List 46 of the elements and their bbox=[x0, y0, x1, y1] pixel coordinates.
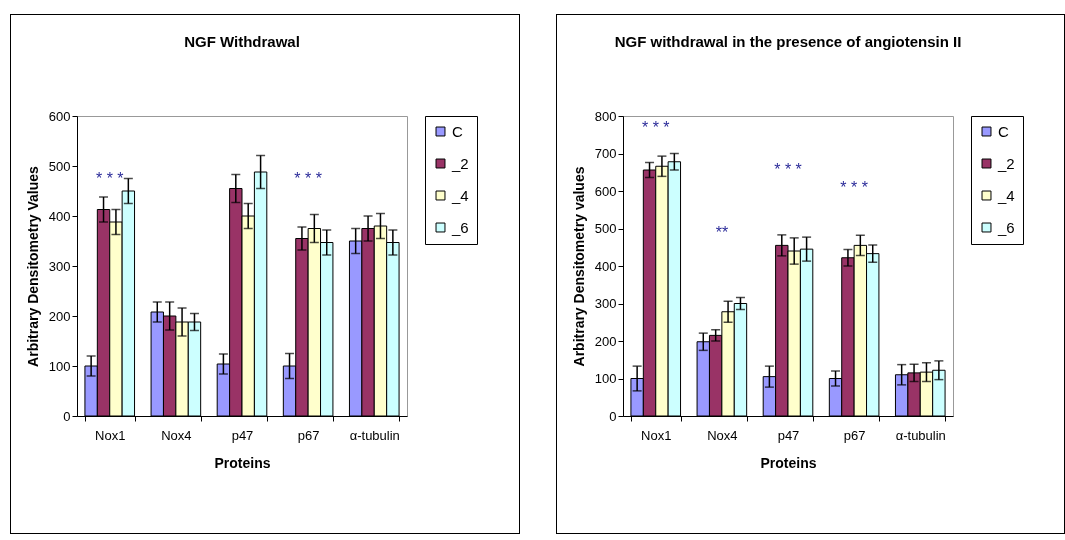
x-tick-label: α-tubulin bbox=[895, 427, 946, 443]
annotation: * * * bbox=[95, 170, 124, 187]
annotation: * * * bbox=[773, 161, 802, 178]
legend-label: _2 bbox=[996, 154, 1015, 172]
chart-title: NGF withdrawal in the presence of angiotensin II bbox=[614, 33, 961, 50]
y-tick-label: 200 bbox=[594, 333, 616, 349]
legend-label: _6 bbox=[451, 218, 469, 236]
y-tick-label: 200 bbox=[48, 308, 71, 324]
y-axis-title: Arbitrary Densitometry values bbox=[570, 166, 587, 367]
x-tick-label: p47 bbox=[231, 427, 254, 443]
y-tick-label: 100 bbox=[594, 371, 616, 386]
y-tick-label: 100 bbox=[48, 358, 71, 374]
y-tick-label: 300 bbox=[48, 258, 71, 274]
y-tick-label: 600 bbox=[594, 183, 616, 199]
x-axis-title: Proteins bbox=[214, 454, 271, 471]
y-tick-label: 300 bbox=[594, 296, 616, 311]
legend-label: _2 bbox=[451, 154, 469, 172]
x-tick-label: Nox1 bbox=[95, 427, 126, 443]
legend-label: C bbox=[452, 122, 463, 140]
legend-label: C bbox=[997, 122, 1009, 140]
x-tick-label: Nox4 bbox=[706, 427, 738, 443]
y-tick-label: 700 bbox=[594, 146, 616, 161]
annotation: * * * bbox=[294, 170, 322, 187]
annotation: * * * bbox=[641, 119, 670, 136]
x-tick-label: p47 bbox=[777, 427, 799, 443]
y-tick-label: 400 bbox=[594, 258, 616, 274]
legend-label: _6 bbox=[996, 218, 1015, 236]
x-tick-label: α-tubulin bbox=[349, 427, 400, 443]
y-tick-label: 500 bbox=[48, 158, 71, 174]
x-tick-label: p67 bbox=[843, 427, 865, 443]
y-tick-label: 800 bbox=[594, 108, 616, 124]
x-tick-label: p67 bbox=[297, 427, 320, 443]
annotation: * * * bbox=[839, 179, 868, 196]
y-tick-label: 400 bbox=[48, 208, 71, 224]
annotation: ** bbox=[715, 224, 728, 241]
y-tick-label: 0 bbox=[608, 408, 616, 424]
x-tick-label: Nox4 bbox=[161, 427, 192, 443]
y-tick-label: 500 bbox=[594, 221, 616, 236]
x-axis-title: Proteins bbox=[759, 454, 817, 471]
y-tick-label: 600 bbox=[48, 108, 71, 124]
y-tick-label: 0 bbox=[63, 408, 71, 424]
x-tick-label: Nox1 bbox=[640, 427, 671, 443]
chart-title: NGF Withdrawal bbox=[184, 33, 300, 50]
legend-label: _4 bbox=[451, 186, 469, 204]
y-axis-title: Arbitrary Densitometry Values bbox=[24, 165, 41, 367]
legend-label: _4 bbox=[996, 186, 1015, 204]
